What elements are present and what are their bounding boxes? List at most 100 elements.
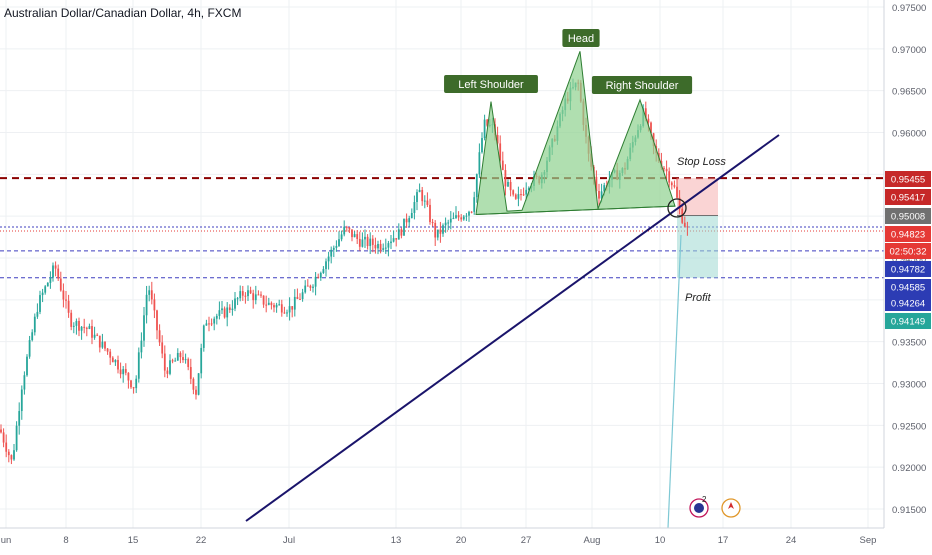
candle-body: [512, 190, 515, 195]
candle-body: [119, 369, 122, 375]
candle-body: [88, 326, 91, 329]
candle-body: [49, 277, 52, 283]
price-badge: [885, 171, 931, 187]
candle-body: [647, 118, 650, 123]
candle-body: [408, 218, 411, 223]
candle-body: [426, 200, 429, 205]
candle-body: [153, 299, 156, 311]
candle-body: [122, 369, 125, 375]
candle-body: [460, 217, 463, 220]
maple-leaf-icon: [728, 502, 734, 509]
candle-body: [62, 290, 65, 300]
candle-body: [189, 367, 192, 379]
profit-text: Profit: [685, 292, 712, 304]
candle-body: [403, 218, 405, 236]
y-tick-label: 0.92000: [892, 463, 926, 474]
candle-body: [501, 160, 504, 171]
candle-body: [179, 352, 182, 358]
price-badge: [885, 261, 931, 277]
price-badge: [885, 208, 931, 224]
candle-body: [205, 323, 208, 326]
candle-body: [447, 222, 450, 224]
candle-body: [72, 325, 75, 327]
candle-body: [348, 227, 351, 230]
head-label-bg: [562, 29, 600, 47]
x-tick-label: Aug: [584, 535, 601, 546]
x-tick-label: 22: [196, 535, 207, 546]
candle-body: [10, 455, 13, 460]
x-tick-label: Sep: [860, 535, 877, 546]
candle-body: [371, 238, 374, 245]
candle-body: [439, 229, 442, 234]
candle-body: [169, 360, 171, 374]
candle-body: [150, 290, 153, 300]
left-shoulder-label-bg: [444, 75, 538, 93]
candle-body: [457, 215, 460, 218]
candle-body: [59, 278, 62, 291]
candle-body: [418, 189, 421, 193]
price-badge: [885, 279, 931, 295]
price-badge: [885, 226, 931, 242]
candle-body: [673, 185, 676, 187]
candle-body: [101, 341, 104, 348]
candle-body: [20, 389, 23, 412]
candle-body: [478, 152, 481, 175]
neckline: [475, 205, 676, 215]
candle-body: [143, 315, 145, 341]
candle-body: [166, 370, 169, 374]
candle-body: [161, 342, 164, 354]
candle-body: [517, 194, 520, 199]
candle-body: [145, 294, 148, 316]
candle-body: [475, 174, 478, 198]
candle-body: [117, 359, 119, 370]
candle-body: [514, 194, 517, 199]
candle-body: [13, 450, 15, 460]
candle-body: [231, 308, 234, 310]
price-badge-label: 02:50:32: [890, 247, 927, 258]
candle-body: [416, 192, 418, 203]
price-badge: [885, 313, 931, 329]
candle-body: [67, 300, 70, 313]
candle-body: [132, 387, 135, 389]
candle-body: [83, 326, 86, 328]
x-tick-label: 8: [63, 535, 68, 546]
y-tick-label: 0.93500: [892, 338, 926, 349]
candle-body: [252, 293, 255, 301]
candle-body: [358, 238, 361, 247]
head-shoulders-pattern: [475, 51, 676, 216]
candle-body: [465, 215, 468, 217]
candle-body: [507, 181, 509, 187]
candle-body: [397, 229, 400, 240]
head-label: Head: [568, 33, 594, 45]
candle-body: [46, 282, 49, 287]
candle-body: [260, 294, 262, 296]
breakout-circle: [667, 198, 687, 218]
candle-body: [288, 306, 291, 313]
candle-body: [78, 320, 80, 331]
candle-body: [504, 170, 507, 187]
price-badge-label: 0.94585: [891, 283, 925, 294]
candle-body: [33, 316, 36, 333]
candle-body: [312, 286, 314, 288]
candle-body: [75, 320, 78, 326]
candle-body: [291, 306, 294, 310]
price-badge-label: 0.95417: [891, 193, 925, 204]
candle-body: [65, 299, 67, 301]
candle-body: [683, 222, 686, 227]
candle-body: [106, 348, 109, 352]
candle-body: [678, 197, 681, 209]
candle-body: [98, 335, 101, 348]
candle-body: [525, 189, 528, 195]
candle-body: [96, 334, 99, 336]
candle-body: [278, 304, 281, 306]
candle-body: [257, 294, 260, 296]
candle-body: [676, 186, 678, 198]
left-shoulder-label: Left Shoulder: [458, 79, 524, 91]
candle-body: [306, 285, 309, 287]
candle-body: [270, 302, 273, 306]
candle-body: [23, 375, 26, 390]
candle-body: [244, 295, 247, 297]
candle-body: [234, 298, 236, 309]
candle-body: [247, 290, 249, 297]
candle-body: [423, 200, 426, 202]
